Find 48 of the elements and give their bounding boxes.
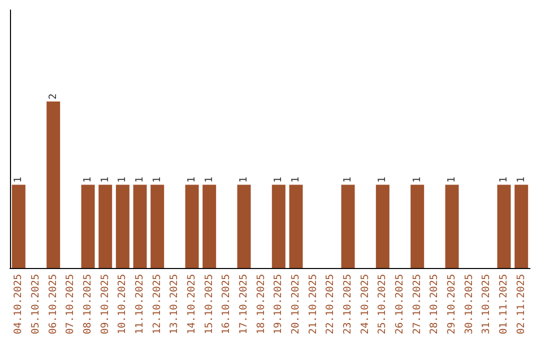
data-label: 1 bbox=[117, 176, 128, 183]
x-tick-label: 22.10.2025 bbox=[325, 274, 336, 334]
x-tick-label: 24.10.2025 bbox=[360, 274, 371, 334]
data-label: 1 bbox=[342, 176, 354, 183]
x-tick-label: 31.10.2025 bbox=[481, 274, 492, 334]
x-tick-label: 15.10.2025 bbox=[204, 274, 215, 334]
data-label: 1 bbox=[152, 176, 163, 183]
x-tick-label: 29.10.2025 bbox=[446, 274, 458, 334]
x-tick-label: 17.10.2025 bbox=[238, 274, 250, 334]
data-label: 1 bbox=[377, 176, 388, 183]
data-label: 1 bbox=[186, 176, 198, 183]
x-tick-label: 19.10.2025 bbox=[273, 274, 284, 334]
x-tick-label: 30.10.2025 bbox=[464, 274, 475, 334]
x-tick-label: 13.10.2025 bbox=[169, 274, 180, 334]
x-tick-label: 25.10.2025 bbox=[377, 274, 388, 334]
x-tick-label: 14.10.2025 bbox=[186, 274, 198, 334]
x-tick-label: 04.10.2025 bbox=[13, 274, 24, 334]
x-tick-label: 11.10.2025 bbox=[134, 274, 146, 334]
data-label: 1 bbox=[134, 176, 146, 183]
data-label: 1 bbox=[238, 176, 250, 183]
x-tick-label: 12.10.2025 bbox=[152, 274, 163, 334]
x-tick-label: 08.10.2025 bbox=[82, 274, 94, 334]
x-tick-label: 18.10.2025 bbox=[256, 274, 267, 334]
data-label: 1 bbox=[446, 176, 458, 183]
x-tick-label: 20.10.2025 bbox=[290, 274, 302, 334]
data-label: 1 bbox=[412, 176, 423, 183]
x-tick-label: 28.10.2025 bbox=[429, 274, 440, 334]
x-tick-label: 09.10.2025 bbox=[100, 274, 111, 334]
x-tick-label: 16.10.2025 bbox=[221, 274, 232, 334]
x-tick-label: 10.10.2025 bbox=[117, 274, 128, 334]
data-label: 1 bbox=[100, 176, 111, 183]
data-label: 1 bbox=[516, 176, 527, 183]
x-tick-label: 02.11.2025 bbox=[516, 274, 527, 334]
data-label: 1 bbox=[204, 176, 215, 183]
data-label: 1 bbox=[82, 176, 94, 183]
x-tick-label: 21.10.2025 bbox=[308, 274, 319, 334]
x-tick-label: 07.10.2025 bbox=[65, 274, 76, 334]
x-tick-label: 27.10.2025 bbox=[412, 274, 423, 334]
data-label: 1 bbox=[13, 176, 24, 183]
data-label: 2 bbox=[48, 94, 59, 100]
data-label: 1 bbox=[273, 176, 284, 183]
x-tick-label: 06.10.2025 bbox=[48, 274, 59, 334]
x-tick-label: 05.10.2025 bbox=[30, 274, 42, 334]
x-tick-label: 01.11.2025 bbox=[498, 274, 510, 334]
x-tick-label: 26.10.2025 bbox=[394, 274, 406, 334]
x-tick-label: 23.10.2025 bbox=[342, 274, 354, 334]
data-label: 1 bbox=[290, 176, 302, 183]
data-label: 1 bbox=[498, 176, 510, 183]
